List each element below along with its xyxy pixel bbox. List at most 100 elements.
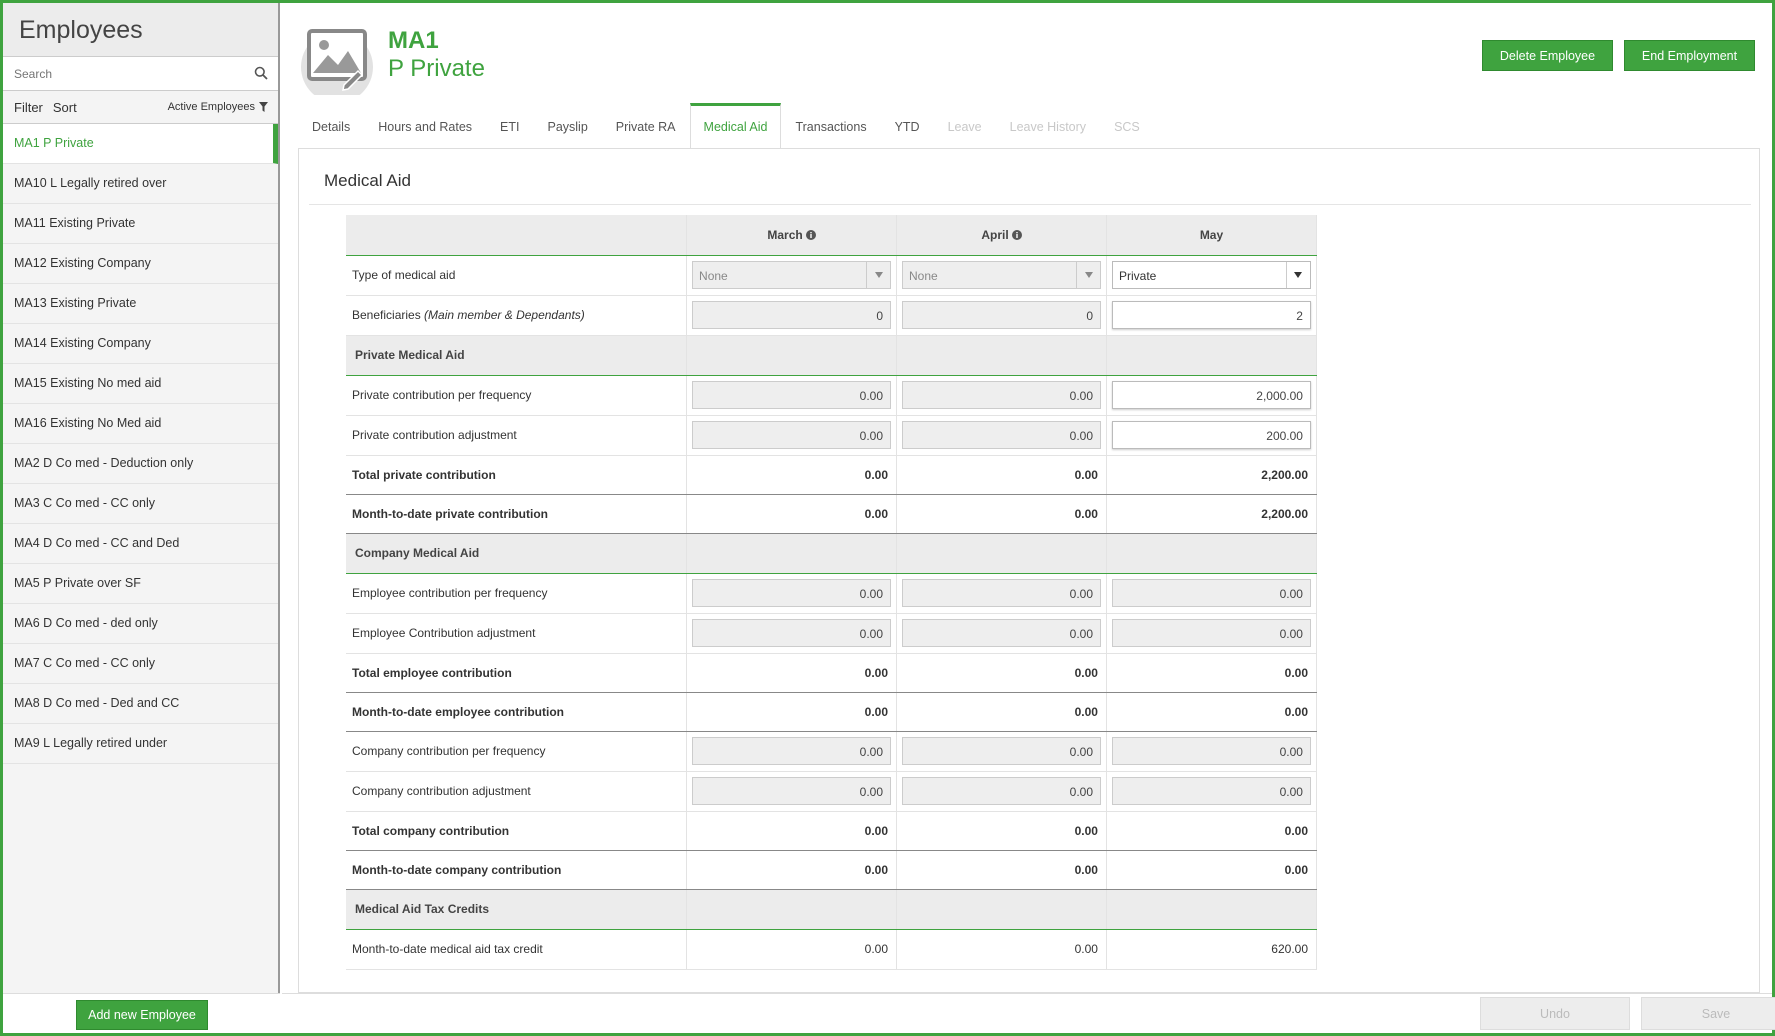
tab-medical-aid[interactable]: Medical Aid <box>689 103 782 149</box>
month-label: March <box>767 227 803 242</box>
employee-list-item[interactable]: MA15 Existing No med aid <box>3 364 278 404</box>
value-cell: 0 <box>896 295 1107 336</box>
sort-link[interactable]: Sort <box>52 99 77 115</box>
tab-transactions[interactable]: Transactions <box>795 120 867 134</box>
undo-button[interactable]: Undo <box>1480 997 1630 1030</box>
private-total-row: Total private contribution 0.00 0.00 2,2… <box>346 455 1318 495</box>
tax-credit-value: 620.00 <box>1106 929 1318 970</box>
company-adjustment-row: Company contribution adjustment 0.00 0.0… <box>346 771 1318 812</box>
employee-list-item[interactable]: MA8 D Co med - Ded and CC <box>3 684 278 724</box>
section-title: Private Medical Aid <box>346 335 688 376</box>
search-icon[interactable] <box>254 66 268 80</box>
select-value: None <box>909 269 938 283</box>
total-value: 0.00 <box>896 653 1107 693</box>
row-label: Total company contribution <box>346 811 688 851</box>
value-cell: 2 <box>1106 295 1318 336</box>
employee-list-item[interactable]: MA4 D Co med - CC and Ded <box>3 524 278 564</box>
amount-input: 0.00 <box>692 777 892 805</box>
end-employment-button[interactable]: End Employment <box>1624 40 1755 71</box>
employee-list-item[interactable]: MA3 C Co med - CC only <box>3 484 278 524</box>
beneficiaries-row: Beneficiaries (Main member & Dependants)… <box>346 295 1318 336</box>
section-title: Medical Aid Tax Credits <box>346 889 688 930</box>
row-label: Company contribution per frequency <box>346 731 688 772</box>
amount-input: 0.00 <box>902 737 1101 765</box>
tax-credit-value: 0.00 <box>896 929 1107 970</box>
add-employee-button[interactable]: Add new Employee <box>76 1000 208 1030</box>
value-cell: None <box>896 255 1107 296</box>
total-value: 0.00 <box>686 455 898 495</box>
employee-list-item[interactable]: MA10 L Legally retired over <box>3 164 278 204</box>
main-content: MA1 P Private Delete Employee End Employ… <box>282 3 1772 993</box>
dropdown-caret-icon <box>866 262 890 288</box>
row-label: Beneficiaries (Main member & Dependants) <box>346 295 688 336</box>
select-value: Private <box>1118 269 1157 283</box>
tab-details[interactable]: Details <box>312 120 351 134</box>
amount-input: 0.00 <box>692 579 892 607</box>
employee-header: MA1 P Private Delete Employee End Employ… <box>282 3 1772 103</box>
row-label: Total employee contribution <box>346 653 688 693</box>
active-employees-label: Active Employees <box>167 101 255 113</box>
month-header-row: March April May <box>346 215 1318 256</box>
section-header-private: Private Medical Aid <box>346 335 1318 376</box>
amount-input: 0.00 <box>1111 777 1311 805</box>
employee-mtd-row: Month-to-date employee contribution 0.00… <box>346 692 1318 732</box>
save-button[interactable]: Save <box>1641 997 1775 1030</box>
employee-list-item[interactable]: MA5 P Private over SF <box>3 564 278 604</box>
amount-input: 0.00 <box>902 579 1101 607</box>
employee-list: MA1 P Private MA10 L Legally retired ove… <box>3 124 278 764</box>
search-input[interactable] <box>3 57 278 90</box>
filter-link[interactable]: Filter <box>14 99 43 115</box>
medical-aid-type-select[interactable]: Private <box>1111 261 1311 289</box>
employee-list-item[interactable]: MA6 D Co med - ded only <box>3 604 278 644</box>
divider <box>309 204 1751 205</box>
row-label: Type of medical aid <box>346 255 688 296</box>
total-value: 0.00 <box>1106 850 1318 890</box>
employee-list-item[interactable]: MA1 P Private <box>3 124 278 164</box>
amount-input: 0.00 <box>902 421 1101 449</box>
amount-input[interactable]: 200.00 <box>1111 421 1311 449</box>
total-value: 0.00 <box>896 811 1107 851</box>
employee-total-row: Total employee contribution 0.00 0.00 0.… <box>346 653 1318 693</box>
amount-input: 0.00 <box>1111 579 1311 607</box>
total-value: 0.00 <box>686 811 898 851</box>
month-label: April <box>981 227 1009 242</box>
employee-list-item[interactable]: MA11 Existing Private <box>3 204 278 244</box>
employee-sidebar: Employees Filter Sort Active Employees M… <box>3 3 280 993</box>
total-value: 0.00 <box>1106 692 1318 732</box>
avatar-placeholder-icon[interactable] <box>298 25 376 95</box>
employee-list-item[interactable]: MA9 L Legally retired under <box>3 724 278 764</box>
panel-title: Medical Aid <box>324 171 411 190</box>
tab-leave-history: Leave History <box>1009 120 1087 134</box>
info-icon[interactable] <box>805 229 816 240</box>
dropdown-caret-icon <box>1076 262 1100 288</box>
amount-input: 0.00 <box>1111 619 1311 647</box>
amount-input: 0.00 <box>692 619 892 647</box>
total-value: 0.00 <box>896 455 1107 495</box>
company-mtd-row: Month-to-date company contribution 0.00 … <box>346 850 1318 890</box>
employee-list-item[interactable]: MA2 D Co med - Deduction only <box>3 444 278 484</box>
employee-list-item[interactable]: MA16 Existing No Med aid <box>3 404 278 444</box>
tab-hours-and-rates[interactable]: Hours and Rates <box>378 120 473 134</box>
dropdown-caret-icon[interactable] <box>1285 262 1310 288</box>
active-employees-filter[interactable]: Active Employees <box>168 101 268 113</box>
delete-employee-button[interactable]: Delete Employee <box>1482 40 1613 71</box>
employee-list-item[interactable]: MA7 C Co med - CC only <box>3 644 278 684</box>
employee-list-item[interactable]: MA12 Existing Company <box>3 244 278 284</box>
amount-input: 0.00 <box>692 737 892 765</box>
mtd-tax-credit-row: Month-to-date medical aid tax credit 0.0… <box>346 929 1318 970</box>
tab-eti[interactable]: ETI <box>500 120 520 134</box>
row-label: Month-to-date private contribution <box>346 494 688 534</box>
medical-aid-panel: Medical Aid March April May Type of medi… <box>298 148 1760 993</box>
amount-input[interactable]: 2,000.00 <box>1111 381 1311 409</box>
value-cell: Private <box>1106 255 1318 296</box>
beneficiaries-label: Beneficiaries <box>352 308 421 322</box>
tax-credit-value: 0.00 <box>686 929 898 970</box>
tab-payslip[interactable]: Payslip <box>547 120 588 134</box>
employee-list-item[interactable]: MA14 Existing Company <box>3 324 278 364</box>
employee-list-item[interactable]: MA13 Existing Private <box>3 284 278 324</box>
tab-ytd[interactable]: YTD <box>894 120 920 134</box>
info-icon[interactable] <box>1011 229 1022 240</box>
amount-input: 0.00 <box>902 777 1101 805</box>
tab-private-ra[interactable]: Private RA <box>615 120 676 134</box>
beneficiaries-input[interactable]: 2 <box>1111 301 1311 329</box>
